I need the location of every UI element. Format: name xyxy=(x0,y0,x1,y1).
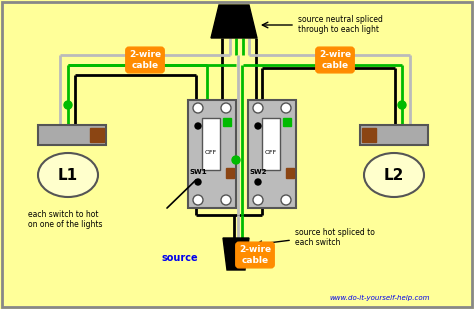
Text: SW1: SW1 xyxy=(189,169,207,175)
Circle shape xyxy=(398,101,406,109)
Circle shape xyxy=(232,156,240,164)
Text: 2-wire
cable: 2-wire cable xyxy=(319,50,351,70)
Text: 2-wire
cable: 2-wire cable xyxy=(239,245,271,265)
Circle shape xyxy=(253,103,263,113)
Polygon shape xyxy=(223,238,249,270)
Circle shape xyxy=(195,179,201,185)
Bar xyxy=(286,168,294,178)
Bar xyxy=(360,125,428,145)
Circle shape xyxy=(195,123,201,129)
Circle shape xyxy=(221,103,231,113)
Text: each switch to hot
on one of the lights: each switch to hot on one of the lights xyxy=(28,210,102,229)
Text: L1: L1 xyxy=(58,167,78,183)
Bar xyxy=(202,118,220,170)
Text: 2-wire
cable: 2-wire cable xyxy=(129,50,161,70)
Circle shape xyxy=(255,179,261,185)
Text: OFF: OFF xyxy=(205,150,217,154)
Bar xyxy=(226,168,234,178)
Bar xyxy=(262,118,280,170)
Text: www.do-it-yourself-help.com: www.do-it-yourself-help.com xyxy=(330,295,430,301)
Circle shape xyxy=(221,195,231,205)
Text: source hot spliced to
each switch: source hot spliced to each switch xyxy=(295,228,375,248)
Ellipse shape xyxy=(38,153,98,197)
Text: SW2: SW2 xyxy=(249,169,267,175)
Polygon shape xyxy=(211,5,257,38)
Bar xyxy=(283,118,291,126)
Bar xyxy=(223,118,231,126)
Text: L2: L2 xyxy=(384,167,404,183)
Circle shape xyxy=(193,103,203,113)
Bar xyxy=(362,128,376,142)
Bar xyxy=(90,128,104,142)
Circle shape xyxy=(255,123,261,129)
Bar xyxy=(188,100,236,208)
Bar xyxy=(38,125,106,145)
Circle shape xyxy=(64,101,72,109)
Text: OFF: OFF xyxy=(265,150,277,154)
Circle shape xyxy=(281,103,291,113)
Circle shape xyxy=(253,195,263,205)
Ellipse shape xyxy=(364,153,424,197)
Circle shape xyxy=(281,195,291,205)
Text: source: source xyxy=(161,253,198,263)
Text: source neutral spliced
through to each light: source neutral spliced through to each l… xyxy=(298,15,383,34)
Bar xyxy=(248,100,296,208)
Circle shape xyxy=(193,195,203,205)
